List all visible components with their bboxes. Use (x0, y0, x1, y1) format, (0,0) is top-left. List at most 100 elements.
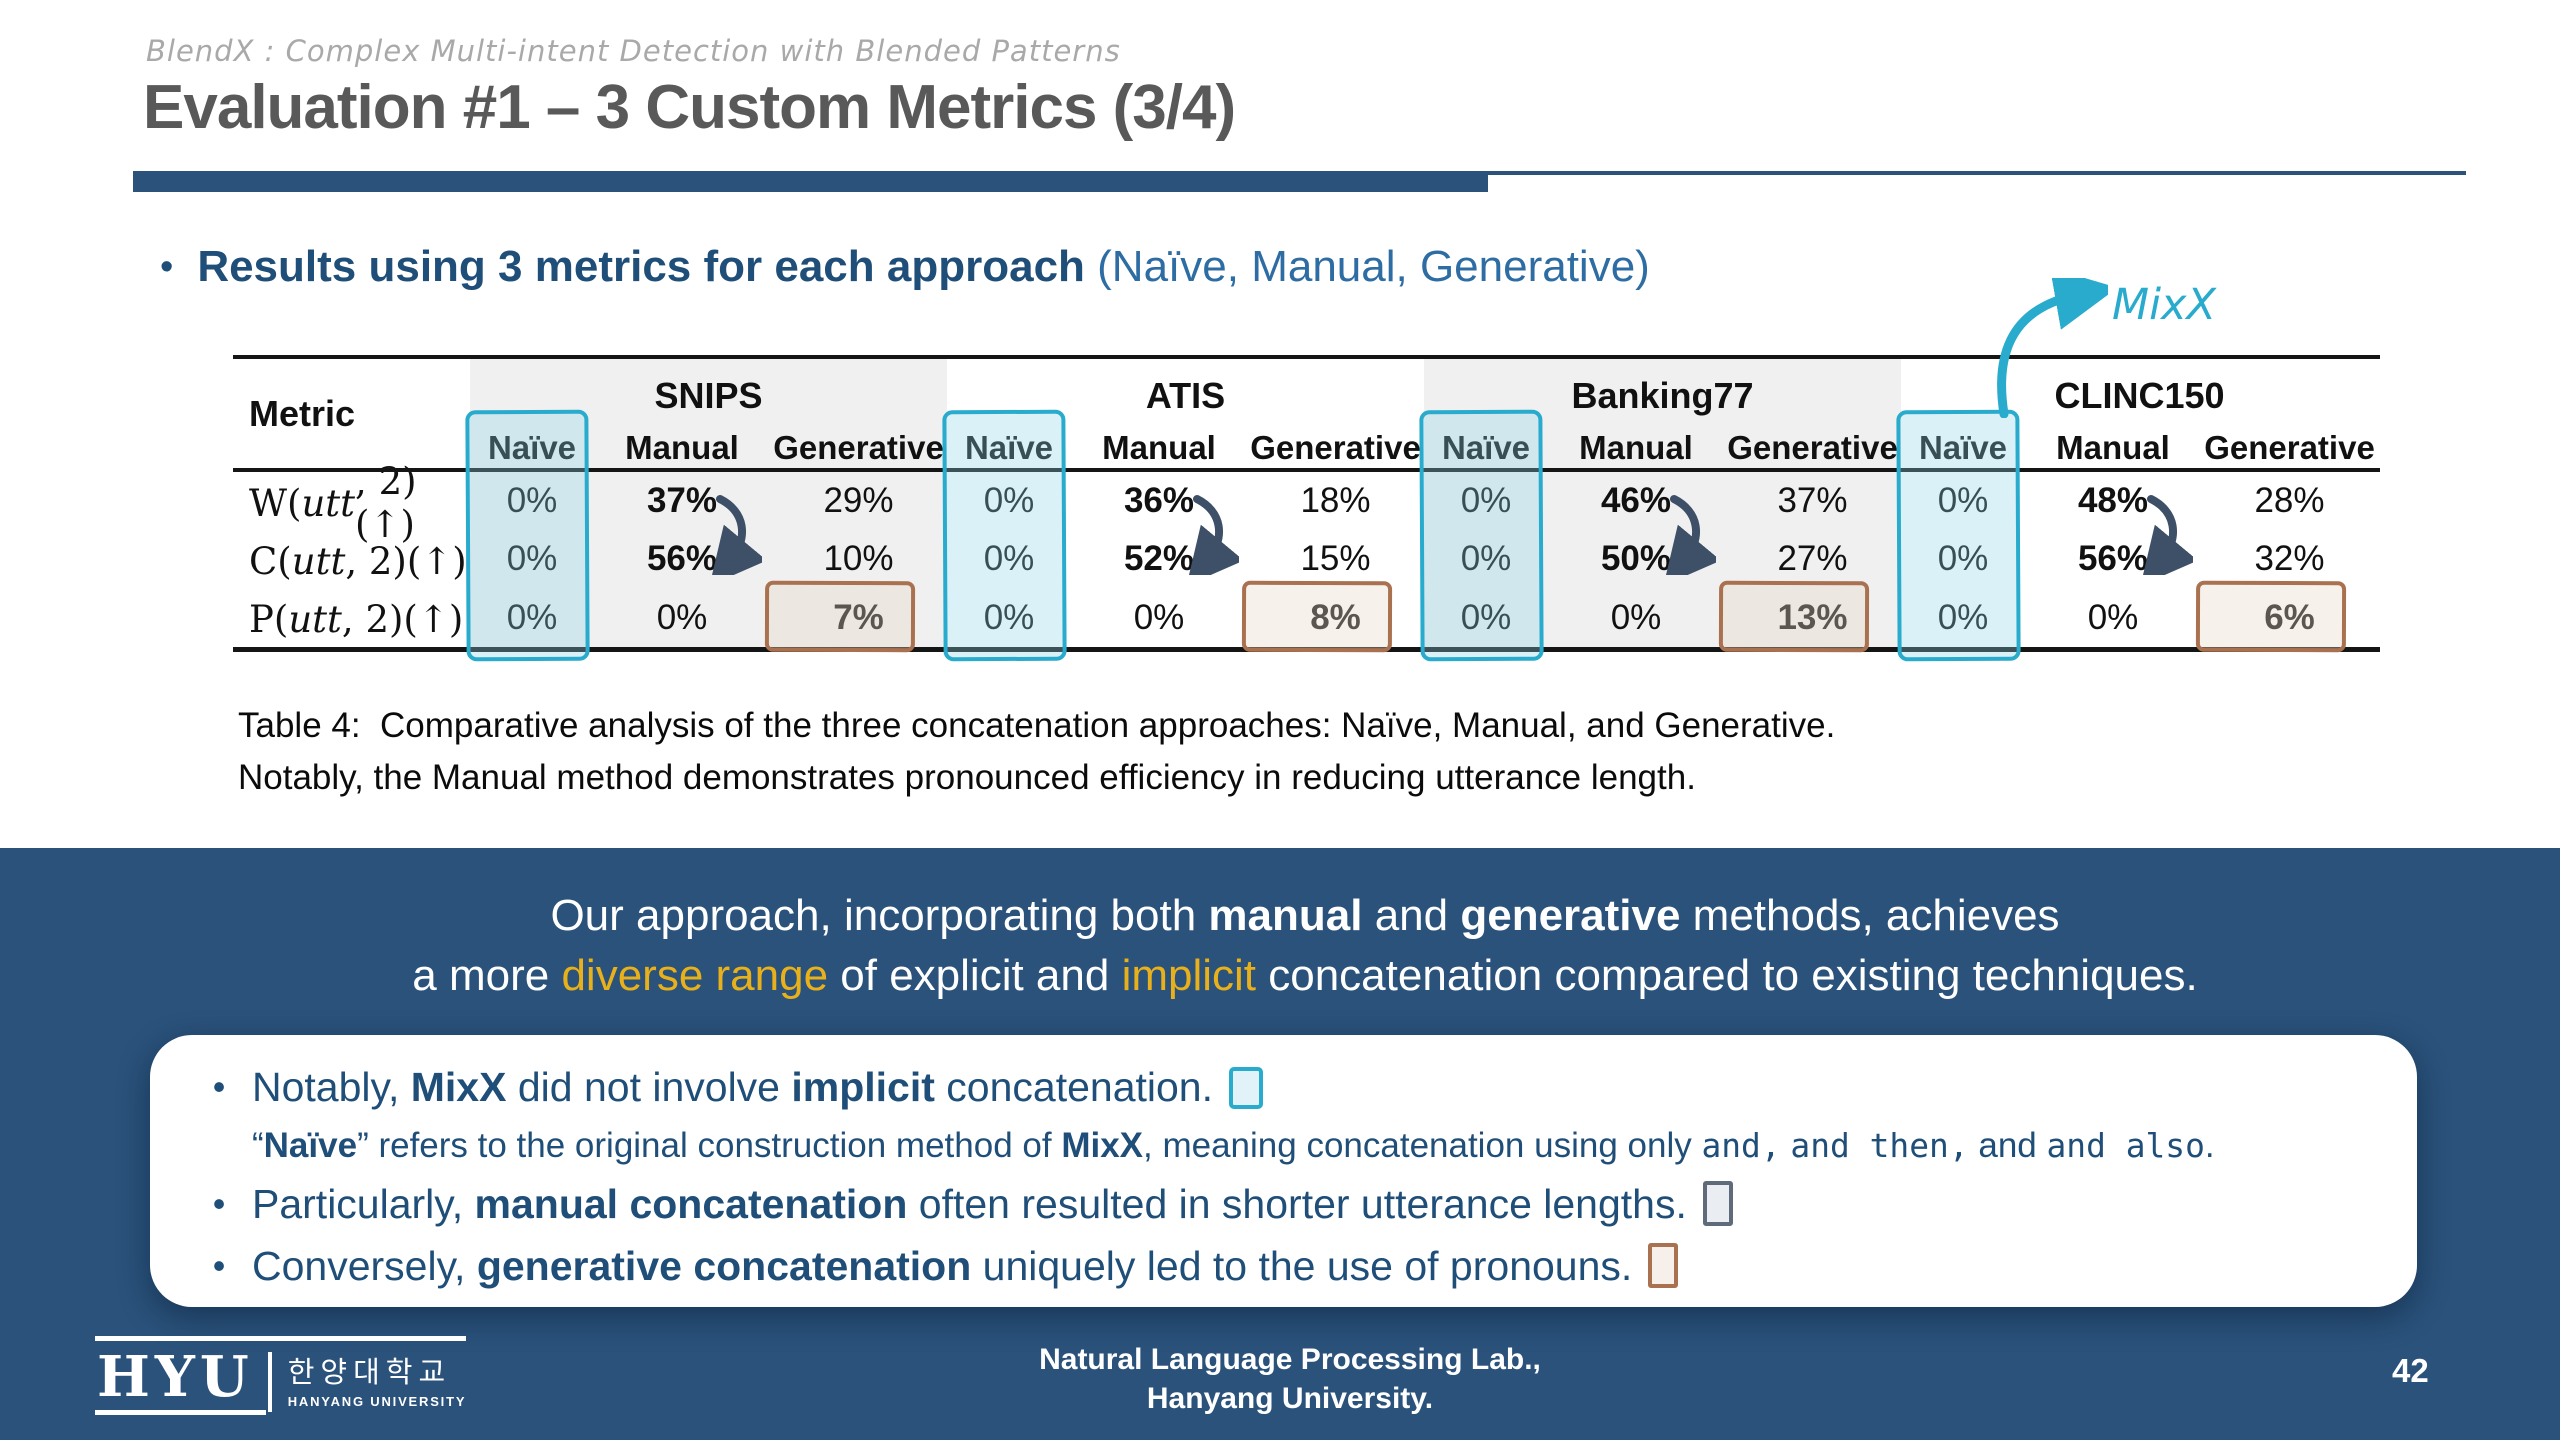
dataset-name: Banking77 (1571, 375, 1754, 416)
dataset-group-snips: SNIPS Naïve Manual Generative 0% 37% 29% 0% 56% 1… (465, 355, 947, 662)
metric-label-w: W(utt, 2)(↑) (249, 460, 417, 546)
note-text: Particularly, manual concatenation often… (252, 1178, 2377, 1231)
value-cell: 0% (506, 539, 558, 579)
legend-square-gray (1702, 1181, 1733, 1226)
generative-highlight-box (1241, 580, 1393, 653)
note-row: • Conversely, generative concatenation un… (186, 1240, 2377, 1293)
column-header-manual: Manual (625, 429, 739, 466)
value-cell: 28% (2254, 481, 2325, 521)
value-cell: 0% (1937, 481, 1989, 521)
summary-text: Our approach, incorporating both manual … (150, 886, 2460, 1006)
metric-column-header: Metric (249, 392, 356, 434)
mixx-arrow-icon (1997, 267, 2118, 419)
value-grid: 0% 48% 28% 0% 56% 32% 0% 0% 6% (1901, 472, 2378, 647)
value-cell: 27% (1777, 539, 1848, 579)
trend-arrow-icon (1663, 491, 1721, 586)
value-grid: 0% 37% 29% 0% 56% 10% 0% 0% 7% (470, 472, 947, 647)
value-cell: 37% (646, 481, 718, 521)
generative-highlight-box (764, 580, 916, 653)
summary-line1: Our approach, incorporating both manual … (550, 891, 2060, 940)
bullet-dot: • (160, 246, 174, 288)
value-grid: 0% 46% 37% 0% 50% 27% 0% 0% 13% (1424, 472, 1901, 647)
summary-line2: a more diverse range of explicit and imp… (412, 951, 2198, 1000)
column-header-naive: Naïve (1441, 429, 1531, 466)
title-underline-thick (133, 175, 1488, 192)
value-cell: 0% (1610, 597, 1662, 637)
logo-divider (267, 1351, 272, 1412)
mixx-annotation: MixX (1990, 267, 2216, 423)
dataset-groups: SNIPS Naïve Manual Generative 0% 37% 29% 0% 56% 1… (465, 355, 2378, 662)
column-header-naive: Naïve (487, 429, 577, 466)
column-headers: Naïve Manual Generative (470, 427, 947, 468)
page-number: 42 (2392, 1352, 2429, 1389)
value-cell: 37% (1777, 481, 1848, 521)
slide-title: Evaluation #1 – 3 Custom Metrics (3/4) (143, 73, 1236, 142)
trend-arrow-icon (709, 491, 767, 586)
note-row: • Particularly, manual concatenation ofte… (186, 1178, 2377, 1231)
logo-korean-name: 한양대학교 (287, 1356, 452, 1389)
value-grid: 0% 36% 18% 0% 52% 15% 0% 0% 8% (947, 472, 1424, 647)
value-cell: 52% (1123, 539, 1195, 579)
value-cell: 0% (1460, 539, 1512, 579)
value-cell: 46% (1600, 481, 1672, 521)
mixx-label: MixX (2112, 280, 2216, 330)
bullet-dot: • (212, 1183, 226, 1224)
table-rule-header (233, 468, 2380, 472)
value-cell: 48% (2077, 481, 2149, 521)
metric-column: Metric W(utt, 2)(↑) C(utt, 2)(↑) P(utt, … (233, 355, 470, 652)
dataset-group-atis: ATIS Naïve Manual Generative 0% 36% 18% 0% 52% 15… (942, 355, 1424, 662)
generative-highlight-box (2195, 580, 2347, 653)
note-text: “Naïve” refers to the original construct… (252, 1126, 2215, 1165)
dataset-name: SNIPS (654, 375, 763, 416)
note-row: “Naïve” refers to the original construct… (186, 1123, 2377, 1169)
trend-arrow-icon (1186, 491, 1244, 586)
note-text: Notably, MixX did not involve implicit c… (252, 1061, 2377, 1114)
university-logo: HYU 한양대학교 HANYANG UNIVERSITY (95, 1336, 467, 1415)
value-cell: 36% (1123, 481, 1195, 521)
university-logo-inner: HYU 한양대학교 HANYANG UNIVERSITY (95, 1348, 466, 1415)
column-header-manual: Manual (1579, 429, 1693, 466)
column-header-naive: Naïve (964, 429, 1054, 466)
value-cell: 0% (506, 481, 558, 521)
note-text: Conversely, generative concatenation uni… (252, 1240, 2377, 1293)
value-cell: 0% (656, 597, 708, 637)
column-headers: Naïve Manual Generative (1901, 427, 2378, 468)
column-header-manual: Manual (2056, 429, 2170, 466)
metric-label-p: P(utt, 2)(↑) (249, 597, 464, 641)
title-underline-thin (133, 171, 2466, 175)
table-rule-top (233, 355, 2380, 359)
metric-label-c: C(utt, 2)(↑) (249, 539, 467, 583)
footer-lab-line2: Hanyang University. (1146, 1382, 1434, 1415)
value-cell: 8% (1310, 597, 1361, 637)
footer-lab-line1: Natural Language Processing Lab., (1039, 1343, 1541, 1376)
value-cell: 6% (2264, 597, 2315, 637)
footer-lab-credit: Natural Language Processing Lab., Hanyan… (1030, 1340, 1550, 1418)
logo-abbr: HYU (95, 1348, 266, 1415)
section-heading: • Results using 3 metrics for each appro… (160, 238, 1650, 296)
dataset-group-clinc150: CLINC150 Naïve Manual Generative 0% 48% 28% 0% 5… (1896, 355, 2378, 662)
value-cell: 18% (1300, 481, 1371, 521)
value-cell: 29% (823, 481, 894, 521)
column-header-generative: Generative (1727, 429, 1898, 466)
value-cell: 15% (1300, 539, 1371, 579)
value-cell: 0% (506, 597, 558, 637)
value-cell: 50% (1600, 539, 1672, 579)
column-header-generative: Generative (2204, 429, 2375, 466)
value-cell: 7% (833, 597, 884, 637)
column-headers: Naïve Manual Generative (947, 427, 1424, 468)
generative-highlight-box (1718, 580, 1870, 653)
column-header-manual: Manual (1102, 429, 1216, 466)
trend-arrow-icon (2140, 491, 2198, 586)
column-headers: Naïve Manual Generative (1424, 427, 1901, 468)
column-header-generative: Generative (773, 429, 944, 466)
results-table: Metric W(utt, 2)(↑) C(utt, 2)(↑) P(utt, … (233, 355, 2380, 662)
value-cell: 0% (983, 539, 1035, 579)
note-row: • Notably, MixX did not involve implicit … (186, 1061, 2377, 1114)
bullet-dot: • (212, 1245, 226, 1286)
naive-highlight-box (465, 409, 590, 662)
table-rule-bottom (233, 647, 2380, 652)
table-caption-line1: Table 4: Comparative analysis of the thr… (238, 706, 1836, 745)
value-cell: 0% (1937, 597, 1989, 637)
logo-english-name: HANYANG UNIVERSITY (287, 1393, 467, 1409)
